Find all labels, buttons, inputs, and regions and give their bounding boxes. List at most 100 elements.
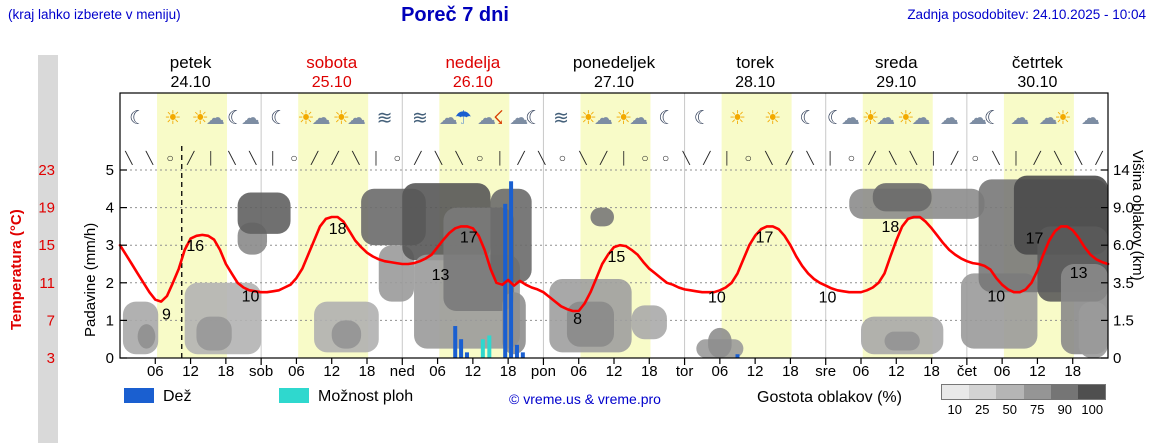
day-date: 27.10 <box>594 74 634 91</box>
cloud-height-tick-labels: 14 9.0 6.0 3.5 1.5 0 <box>1113 162 1134 367</box>
svg-text:4: 4 <box>106 200 114 217</box>
svg-text:10: 10 <box>708 290 726 307</box>
svg-text:čet: čet <box>957 363 978 380</box>
svg-text:╲: ╲ <box>991 150 1000 165</box>
day-name: nedelja <box>445 53 500 72</box>
svg-text:06: 06 <box>147 363 164 380</box>
svg-text:12: 12 <box>606 363 623 380</box>
svg-text:╲: ╲ <box>455 150 464 165</box>
svg-text:╲: ╲ <box>227 150 236 165</box>
svg-text:12: 12 <box>323 363 340 380</box>
svg-text:14: 14 <box>1113 162 1130 179</box>
svg-text:18: 18 <box>218 363 235 380</box>
svg-text:╱: ╱ <box>310 150 319 165</box>
weather-icon: ☾☁ <box>227 108 260 129</box>
svg-text:17: 17 <box>460 229 478 246</box>
rain-legend-label: Dež <box>163 388 192 405</box>
density-swatch <box>942 385 970 399</box>
density-swatch <box>1077 385 1106 399</box>
svg-text:│: │ <box>827 151 835 166</box>
svg-text:╲: ╲ <box>537 150 546 165</box>
day-date: 29.10 <box>876 74 916 91</box>
weather-icon: ☁☾ <box>968 108 1001 129</box>
copyright-link[interactable]: © vreme.us & vreme.pro <box>509 391 661 407</box>
weather-icon: ☁☾ <box>509 108 542 129</box>
weather-icon: ☾ <box>270 108 287 129</box>
density-tick-label: 90 <box>1057 402 1072 417</box>
svg-text:06: 06 <box>429 363 446 380</box>
day-date: 25.10 <box>312 74 352 91</box>
svg-text:○: ○ <box>290 151 297 165</box>
density-tick-label: 50 <box>1002 402 1017 417</box>
svg-text:18: 18 <box>1064 363 1081 380</box>
svg-text:7: 7 <box>47 312 55 329</box>
weather-icon: ☁☇ <box>477 108 504 129</box>
showers-legend-label: Možnost ploh <box>318 388 414 405</box>
weather-icon: ☾ <box>800 108 817 129</box>
day-date: 26.10 <box>453 74 493 91</box>
svg-text:5: 5 <box>106 162 114 179</box>
day-name: petek <box>170 53 212 72</box>
weather-icon: ☀☁ <box>615 108 648 129</box>
plot-frame <box>119 92 1109 365</box>
svg-text:╱: ╱ <box>702 150 711 165</box>
svg-text:9: 9 <box>162 306 171 323</box>
svg-text:╱: ╱ <box>1033 150 1042 165</box>
day-name: četrtek <box>1012 53 1064 72</box>
density-swatch <box>996 385 1024 399</box>
day-name: sobota <box>306 53 358 72</box>
weather-icon: ☾ <box>658 108 675 129</box>
svg-text:2: 2 <box>106 275 114 292</box>
svg-text:╱: ╱ <box>599 150 608 165</box>
density-tick-label: 10 <box>947 402 962 417</box>
day-date: 24.10 <box>171 74 211 91</box>
svg-text:○: ○ <box>394 151 401 165</box>
svg-text:│: │ <box>208 151 216 166</box>
page-title: Poreč 7 dni <box>401 4 509 26</box>
svg-text:│: │ <box>270 151 278 166</box>
svg-text:17: 17 <box>1026 230 1044 247</box>
svg-text:╱: ╱ <box>950 150 959 165</box>
day-date: 30.10 <box>1017 74 1057 91</box>
svg-text:│: │ <box>724 151 732 166</box>
svg-text:╱: ╱ <box>785 150 794 165</box>
weather-icon: ☀☁ <box>897 108 930 129</box>
weather-icon: ☁☂ <box>439 108 472 129</box>
day-name: ponedeljek <box>573 53 656 72</box>
svg-text:10: 10 <box>242 289 260 306</box>
svg-text:3.5: 3.5 <box>1113 275 1134 292</box>
left-gray-strip <box>38 55 58 443</box>
precipitation-tick-labels: 5 4 3 2 1 0 <box>106 162 114 367</box>
svg-text:tor: tor <box>676 363 694 380</box>
svg-text:╲: ╲ <box>434 150 443 165</box>
svg-text:○: ○ <box>848 151 855 165</box>
svg-text:18: 18 <box>641 363 658 380</box>
svg-text:06: 06 <box>712 363 729 380</box>
rain-legend: Dež <box>124 388 191 406</box>
svg-text:╲: ╲ <box>909 150 918 165</box>
density-tick-label: 75 <box>1030 402 1045 417</box>
svg-text:╲: ╲ <box>351 150 360 165</box>
weather-icon: ☾ <box>694 108 711 129</box>
svg-text:12: 12 <box>182 363 199 380</box>
wind-barbs-row: ╲ ╲ ○ ╱ │ ╲ ╲ │ ○ ╱ ╱ ╲ │ ○ ╱ ╲ ╲ ○ │ ╱ ╲ ○ ╲ ╱ │ ○ ○ ╲ ╱ │ ○ ╲ ╱ ╲ │ ○ ╱ ╲ ╲ │… <box>124 150 1103 166</box>
svg-text:3: 3 <box>106 237 114 254</box>
weather-icon: ☀☁ <box>862 108 895 129</box>
svg-text:15: 15 <box>607 249 625 266</box>
svg-text:○: ○ <box>166 151 173 165</box>
weather-icon: ☀☁ <box>298 108 331 129</box>
x-axis-labels: 06 12 18 06 12 18 06 12 18 06 12 18 06 12 18 06 12 18 06 12… <box>147 363 1081 380</box>
svg-text:06: 06 <box>570 363 587 380</box>
svg-text:╱: ╱ <box>1095 150 1104 165</box>
cloud-density-label: Gostota oblakov (%) <box>757 389 902 406</box>
svg-text:╲: ╲ <box>1053 150 1062 165</box>
svg-text:15: 15 <box>38 237 55 254</box>
svg-text:10: 10 <box>819 290 837 307</box>
svg-text:○: ○ <box>559 151 566 165</box>
svg-text:8: 8 <box>573 311 582 328</box>
cloud-density-scale <box>941 384 1106 400</box>
svg-text:17: 17 <box>756 229 774 246</box>
svg-text:19: 19 <box>38 200 55 217</box>
